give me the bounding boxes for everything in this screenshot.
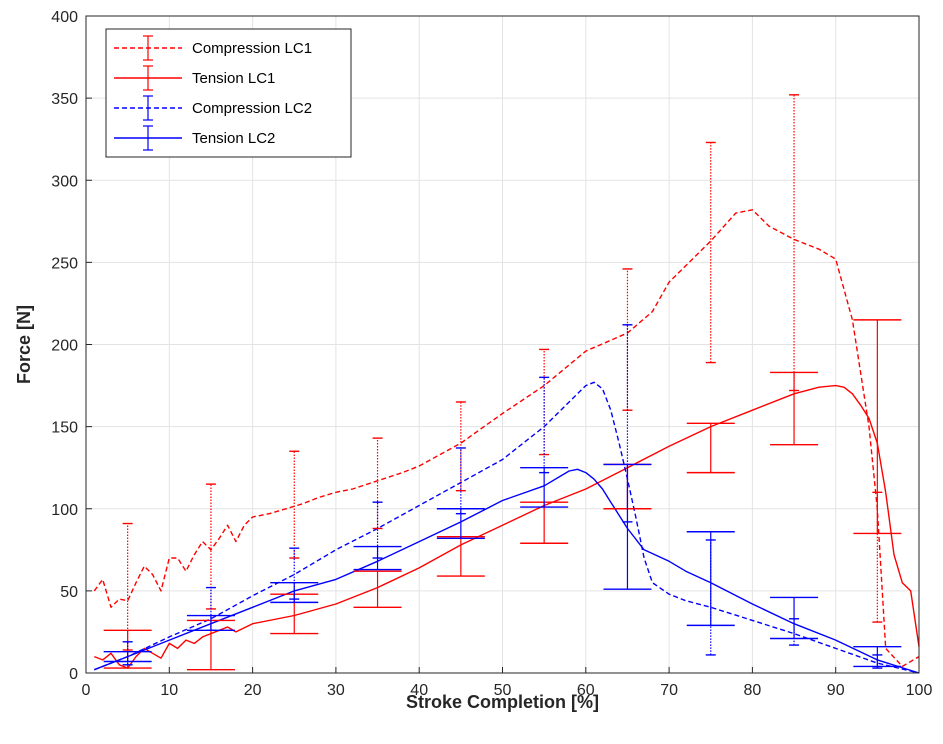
error-bar-tension-lc1 bbox=[353, 570, 402, 608]
legend-item: Tension LC2 bbox=[114, 125, 275, 151]
error-bar-tension-lc1 bbox=[686, 422, 735, 474]
legend-item: Tension LC1 bbox=[114, 65, 275, 91]
legend-item: Compression LC2 bbox=[114, 95, 312, 121]
x-tick-label: 70 bbox=[660, 682, 678, 699]
error-bar-compression-lc1 bbox=[705, 141, 716, 364]
error-bar-compression-lc1 bbox=[372, 437, 383, 530]
y-tick-label: 50 bbox=[60, 584, 78, 601]
error-bars bbox=[103, 94, 902, 671]
error-bar-compression-lc1 bbox=[789, 94, 800, 392]
legend: Compression LC1 Tension LC1 Compression LC… bbox=[105, 28, 352, 158]
tick-labels: 0 10 20 30 40 50 60 70 80 90 100 0 50 100 150 200 250 300… bbox=[51, 9, 932, 699]
error-bar-tension-lc1 bbox=[770, 371, 819, 446]
x-axis-label: Stroke Completion [%] bbox=[406, 692, 599, 712]
error-bar-tension-lc2 bbox=[353, 545, 402, 571]
legend-label: Compression LC2 bbox=[192, 100, 312, 117]
error-bar-tension-lc2 bbox=[603, 463, 652, 590]
x-tick-label: 50 bbox=[494, 682, 512, 699]
legend-box bbox=[105, 28, 352, 158]
legend-label: Tension LC1 bbox=[192, 70, 275, 87]
series-line-tension-lc1 bbox=[94, 384, 920, 669]
y-tick-label: 250 bbox=[51, 255, 78, 272]
y-tick-label: 300 bbox=[51, 173, 78, 190]
error-bar-tension-lc2 bbox=[770, 596, 819, 640]
series-line-tension-lc2 bbox=[94, 468, 920, 674]
legend-label: Tension LC2 bbox=[192, 130, 275, 147]
error-bar-tension-lc2 bbox=[853, 646, 902, 668]
series-line-compression-lc1 bbox=[93, 209, 920, 668]
y-tick-label: 100 bbox=[51, 502, 78, 519]
error-bar-tension-lc1 bbox=[853, 319, 902, 535]
series-lines bbox=[93, 209, 920, 674]
legend-label: Compression LC1 bbox=[192, 40, 312, 57]
y-tick-label: 400 bbox=[51, 9, 78, 26]
x-tick-label: 0 bbox=[82, 682, 91, 699]
x-tick-label: 90 bbox=[827, 682, 845, 699]
y-tick-label: 0 bbox=[69, 666, 78, 683]
y-tick-label: 350 bbox=[51, 91, 78, 108]
error-bar-tension-lc2 bbox=[186, 614, 235, 631]
error-bar-compression-lc1 bbox=[455, 401, 466, 492]
y-tick-label: 150 bbox=[51, 420, 78, 437]
x-tick-label: 60 bbox=[577, 682, 595, 699]
y-tick-label: 200 bbox=[51, 338, 78, 355]
y-axis-label: Force [N] bbox=[14, 305, 34, 384]
x-tick-label: 10 bbox=[160, 682, 178, 699]
legend-item: Compression LC1 bbox=[114, 35, 312, 61]
error-bar-tension-lc2 bbox=[520, 466, 569, 508]
error-bar-tension-lc2 bbox=[103, 650, 152, 663]
error-bar-tension-lc2 bbox=[270, 581, 319, 604]
error-bar-tension-lc1 bbox=[436, 535, 485, 577]
x-tick-label: 30 bbox=[327, 682, 345, 699]
x-tick-label: 20 bbox=[244, 682, 262, 699]
error-bar-tension-lc2 bbox=[436, 508, 485, 540]
x-tick-label: 80 bbox=[744, 682, 762, 699]
error-bar-tension-lc2 bbox=[686, 531, 735, 627]
x-tick-label: 100 bbox=[906, 682, 933, 699]
error-bar-compression-lc1 bbox=[289, 450, 300, 559]
series-line-compression-lc2 bbox=[94, 381, 920, 674]
x-tick-label: 40 bbox=[410, 682, 428, 699]
error-bar-compression-lc2 bbox=[539, 376, 550, 474]
